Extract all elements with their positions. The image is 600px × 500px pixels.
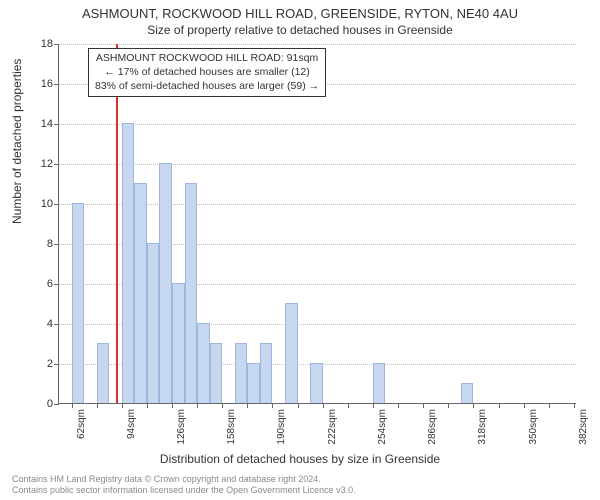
histogram-bar: [260, 343, 273, 403]
ytick-label: 18: [41, 38, 53, 50]
annotation-box: ASHMOUNT ROCKWOOD HILL ROAD: 91sqm ← 17%…: [88, 48, 326, 97]
histogram-bar: [97, 343, 110, 403]
ytick-label: 16: [41, 78, 53, 90]
xtick-mark: [473, 403, 474, 408]
xtick-label: 126sqm: [176, 409, 187, 445]
xtick-label: 318sqm: [477, 409, 488, 445]
annotation-line: 83% of semi-detached houses are larger (…: [95, 79, 319, 93]
footer-line: Contains public sector information licen…: [12, 485, 356, 496]
xtick-mark: [524, 403, 525, 408]
histogram-bar: [134, 183, 147, 403]
chart-title: ASHMOUNT, ROCKWOOD HILL ROAD, GREENSIDE,…: [0, 0, 600, 21]
xtick-mark: [197, 403, 198, 408]
ytick-label: 12: [41, 158, 53, 170]
histogram-bar: [185, 183, 198, 403]
xtick-mark: [423, 403, 424, 408]
xtick-label: 222sqm: [327, 409, 338, 445]
footer-line: Contains HM Land Registry data © Crown c…: [12, 474, 356, 485]
histogram-bar: [247, 363, 260, 403]
xtick-mark: [172, 403, 173, 408]
reference-line: [116, 44, 118, 403]
xtick-mark: [448, 403, 449, 408]
xtick-label: 350sqm: [528, 409, 539, 445]
xtick-mark: [272, 403, 273, 408]
xtick-mark: [398, 403, 399, 408]
ytick-label: 4: [47, 318, 53, 330]
annotation-line: ASHMOUNT ROCKWOOD HILL ROAD: 91sqm: [95, 51, 319, 65]
xtick-label: 94sqm: [126, 409, 137, 439]
xtick-label: 254sqm: [377, 409, 388, 445]
xtick-mark: [298, 403, 299, 408]
footer: Contains HM Land Registry data © Crown c…: [12, 474, 356, 497]
ytick-mark: [54, 244, 59, 245]
ytick-mark: [54, 404, 59, 405]
xtick-mark: [122, 403, 123, 408]
histogram-bar: [122, 123, 135, 403]
xtick-mark: [574, 403, 575, 408]
gridline: [59, 164, 576, 165]
gridline: [59, 44, 576, 45]
histogram-bar: [285, 303, 298, 403]
ytick-mark: [54, 44, 59, 45]
ytick-mark: [54, 84, 59, 85]
ytick-mark: [54, 164, 59, 165]
annotation-line: ← 17% of detached houses are smaller (12…: [95, 65, 319, 79]
histogram-bar: [461, 383, 474, 403]
plot-area: 02468101214161862sqm94sqm126sqm158sqm190…: [58, 44, 576, 404]
chart-subtitle: Size of property relative to detached ho…: [0, 21, 600, 37]
histogram-bar: [147, 243, 160, 403]
xtick-mark: [373, 403, 374, 408]
x-axis-label: Distribution of detached houses by size …: [0, 452, 600, 466]
plot: 02468101214161862sqm94sqm126sqm158sqm190…: [58, 44, 576, 404]
xtick-mark: [247, 403, 248, 408]
ytick-label: 6: [47, 278, 53, 290]
histogram-bar: [310, 363, 323, 403]
chart-container: ASHMOUNT, ROCKWOOD HILL ROAD, GREENSIDE,…: [0, 0, 600, 500]
ytick-label: 8: [47, 238, 53, 250]
xtick-label: 158sqm: [226, 409, 237, 445]
xtick-label: 382sqm: [578, 409, 589, 445]
ytick-mark: [54, 284, 59, 285]
ytick-label: 14: [41, 118, 53, 130]
ytick-label: 0: [47, 398, 53, 410]
histogram-bar: [72, 203, 85, 403]
xtick-label: 286sqm: [427, 409, 438, 445]
histogram-bar: [373, 363, 386, 403]
ytick-label: 10: [41, 198, 53, 210]
xtick-mark: [222, 403, 223, 408]
histogram-bar: [197, 323, 210, 403]
xtick-mark: [97, 403, 98, 408]
ytick-mark: [54, 124, 59, 125]
xtick-label: 190sqm: [276, 409, 287, 445]
ytick-mark: [54, 324, 59, 325]
y-axis-label: Number of detached properties: [10, 59, 24, 224]
ytick-mark: [54, 364, 59, 365]
xtick-mark: [147, 403, 148, 408]
histogram-bar: [172, 283, 185, 403]
histogram-bar: [235, 343, 248, 403]
xtick-mark: [323, 403, 324, 408]
xtick-mark: [72, 403, 73, 408]
gridline: [59, 124, 576, 125]
xtick-mark: [348, 403, 349, 408]
xtick-mark: [549, 403, 550, 408]
ytick-label: 2: [47, 358, 53, 370]
histogram-bar: [159, 163, 172, 403]
xtick-mark: [499, 403, 500, 408]
xtick-label: 62sqm: [76, 409, 87, 439]
ytick-mark: [54, 204, 59, 205]
histogram-bar: [210, 343, 223, 403]
